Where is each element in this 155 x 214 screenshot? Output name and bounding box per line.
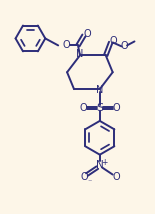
Text: O: O [113, 103, 120, 113]
Text: O: O [83, 30, 91, 39]
Text: O: O [110, 36, 117, 46]
Text: O: O [121, 41, 128, 51]
Text: ⁻: ⁻ [88, 177, 92, 186]
Text: N: N [96, 160, 104, 170]
Text: +: + [102, 158, 108, 167]
Text: O: O [62, 40, 70, 51]
Text: O: O [113, 172, 120, 181]
Text: O: O [79, 103, 87, 113]
Text: N: N [96, 85, 104, 95]
Text: N: N [76, 49, 84, 59]
Text: S: S [96, 103, 103, 113]
Text: O: O [80, 172, 88, 181]
